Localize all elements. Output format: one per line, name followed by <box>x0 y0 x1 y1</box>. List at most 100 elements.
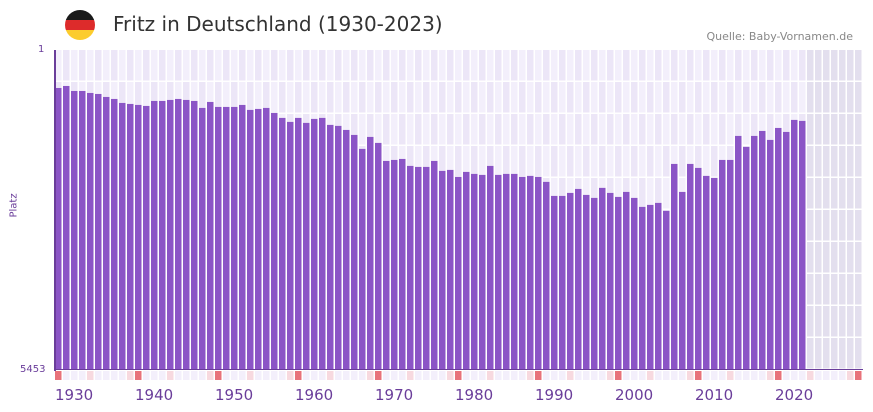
bar-1968[interactable] <box>359 148 366 370</box>
bar-1976[interactable] <box>423 166 430 370</box>
bar-1975[interactable] <box>415 166 422 370</box>
bar-2022[interactable] <box>791 119 798 370</box>
bar-1956[interactable] <box>263 107 270 370</box>
bar-1957[interactable] <box>271 112 278 370</box>
bar-1959[interactable] <box>287 121 294 370</box>
bar-1954[interactable] <box>247 109 254 370</box>
bar-2014[interactable] <box>727 159 734 370</box>
bar-1969[interactable] <box>367 136 374 370</box>
bar-2015[interactable] <box>735 135 742 370</box>
bar-1977[interactable] <box>431 160 438 370</box>
bar-1951[interactable] <box>223 106 230 371</box>
bar-1939[interactable] <box>127 103 134 371</box>
bar-2006[interactable] <box>663 210 670 370</box>
bar-1997[interactable] <box>591 197 598 370</box>
bar-2011[interactable] <box>703 175 710 370</box>
bar-1945[interactable] <box>175 98 182 371</box>
bar-1967[interactable] <box>351 134 358 370</box>
bar-1996[interactable] <box>583 194 590 370</box>
bar-2003[interactable] <box>639 206 646 370</box>
bar-2004[interactable] <box>647 204 654 370</box>
chart-title: Fritz in Deutschland (1930-2023) <box>113 12 443 36</box>
bar-1990[interactable] <box>535 176 542 370</box>
bar-1941[interactable] <box>143 105 150 371</box>
bar-1963[interactable] <box>319 117 326 370</box>
bar-2008[interactable] <box>679 191 686 370</box>
bar-1932[interactable] <box>71 90 78 371</box>
bar-2017[interactable] <box>751 135 758 370</box>
x-axis-line <box>55 369 863 370</box>
bar-1985[interactable] <box>495 174 502 370</box>
bar-1936[interactable] <box>103 96 110 370</box>
bar-1995[interactable] <box>575 188 582 370</box>
bar-1986[interactable] <box>503 173 510 370</box>
bar-1973[interactable] <box>399 158 406 370</box>
bar-1934[interactable] <box>87 92 94 370</box>
bar-1931[interactable] <box>63 85 70 370</box>
bar-1953[interactable] <box>239 104 246 371</box>
bar-1970[interactable] <box>375 142 382 370</box>
bar-1948[interactable] <box>199 107 206 370</box>
bar-1988[interactable] <box>519 176 526 370</box>
bar-1965[interactable] <box>335 125 342 370</box>
bar-1960[interactable] <box>295 117 302 370</box>
bar-1947[interactable] <box>191 100 198 370</box>
bar-1946[interactable] <box>183 99 190 370</box>
bar-1949[interactable] <box>207 101 214 370</box>
bar-1981[interactable] <box>463 171 470 370</box>
bar-1955[interactable] <box>255 108 262 370</box>
bar-1964[interactable] <box>327 124 334 370</box>
bar-1979[interactable] <box>447 169 454 370</box>
bar-1930[interactable] <box>55 87 62 371</box>
bar-2018[interactable] <box>759 130 766 370</box>
bar-2009[interactable] <box>687 163 694 370</box>
bar-2001[interactable] <box>623 191 630 370</box>
source-label: Quelle: Baby-Vornamen.de <box>706 30 853 43</box>
bar-1943[interactable] <box>159 100 166 370</box>
bar-1972[interactable] <box>391 159 398 370</box>
bar-2016[interactable] <box>743 146 750 370</box>
bar-1998[interactable] <box>599 187 606 370</box>
bar-1974[interactable] <box>407 165 414 370</box>
bar-1971[interactable] <box>383 160 390 370</box>
bar-1993[interactable] <box>559 195 566 370</box>
bar-1952[interactable] <box>231 106 238 371</box>
bar-2002[interactable] <box>631 197 638 370</box>
bar-1966[interactable] <box>343 129 350 370</box>
bar-1940[interactable] <box>135 104 142 371</box>
x-tick-1970: 1970 <box>375 386 414 404</box>
bar-2020[interactable] <box>775 127 782 370</box>
bar-2012[interactable] <box>711 177 718 370</box>
bar-2005[interactable] <box>655 202 662 370</box>
bar-1982[interactable] <box>471 173 478 370</box>
bar-2013[interactable] <box>719 159 726 370</box>
bar-2010[interactable] <box>695 167 702 370</box>
bar-1987[interactable] <box>511 173 518 370</box>
bar-1989[interactable] <box>527 175 534 370</box>
bar-2000[interactable] <box>615 196 622 370</box>
bar-1958[interactable] <box>279 117 286 370</box>
bar-1950[interactable] <box>215 106 222 371</box>
bar-1978[interactable] <box>439 170 446 370</box>
bar-2019[interactable] <box>767 139 774 370</box>
bar-1962[interactable] <box>311 118 318 370</box>
bar-1944[interactable] <box>167 99 174 370</box>
bar-1980[interactable] <box>455 176 462 370</box>
bar-2023[interactable] <box>799 120 806 370</box>
bar-1992[interactable] <box>551 195 558 370</box>
bar-1983[interactable] <box>479 174 486 370</box>
bar-1935[interactable] <box>95 93 102 370</box>
bar-1937[interactable] <box>111 98 118 371</box>
bar-1961[interactable] <box>303 122 310 371</box>
bar-1938[interactable] <box>119 102 126 370</box>
bar-1984[interactable] <box>487 165 494 370</box>
bar-1991[interactable] <box>543 181 550 370</box>
bar-1994[interactable] <box>567 192 574 370</box>
x-tick-1930: 1930 <box>55 386 94 404</box>
y-axis-line <box>54 50 56 371</box>
bar-1942[interactable] <box>151 100 158 370</box>
bar-1933[interactable] <box>79 90 86 371</box>
bar-1999[interactable] <box>607 192 614 370</box>
bar-2007[interactable] <box>671 163 678 370</box>
bar-2021[interactable] <box>783 131 790 370</box>
